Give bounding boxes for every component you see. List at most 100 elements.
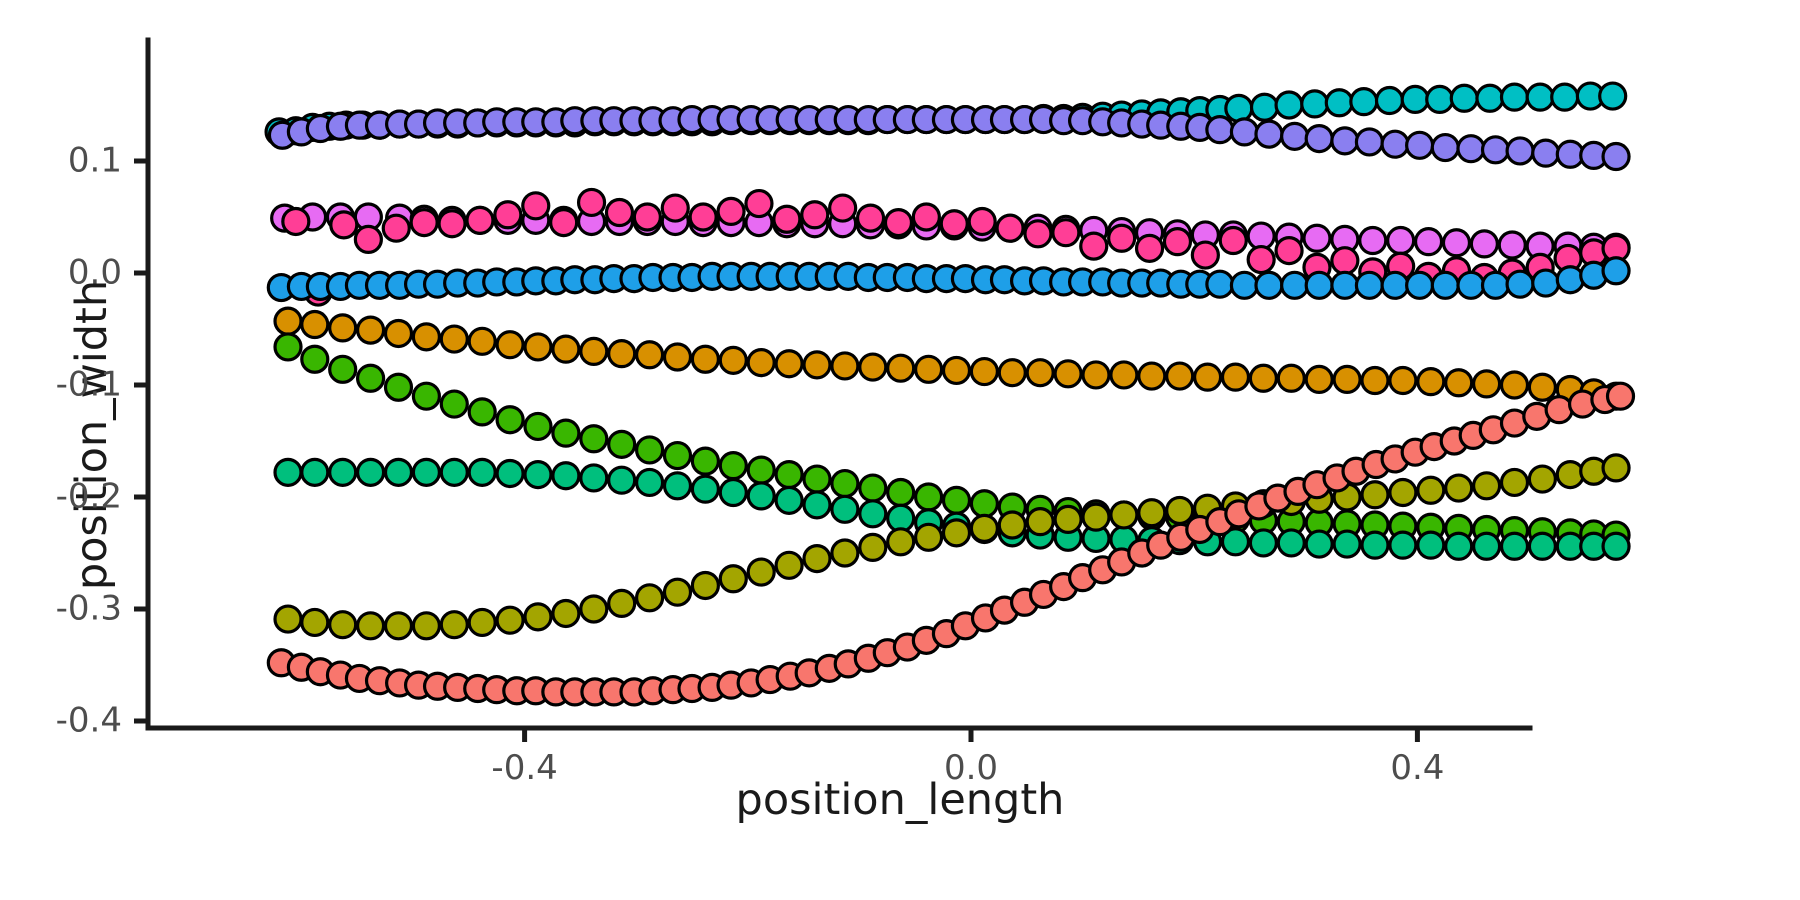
data-point bbox=[383, 372, 414, 402]
data-point bbox=[495, 605, 525, 635]
data-point bbox=[716, 196, 746, 226]
data-point bbox=[355, 315, 386, 345]
data-point bbox=[1469, 229, 1499, 259]
data-point bbox=[800, 200, 830, 230]
data-point bbox=[1109, 500, 1139, 530]
data-point bbox=[1388, 477, 1418, 508]
data-point bbox=[1416, 475, 1446, 505]
data-point bbox=[273, 332, 303, 362]
data-point bbox=[551, 418, 581, 448]
series-orange bbox=[273, 306, 1631, 411]
data-point bbox=[411, 611, 441, 641]
data-point bbox=[746, 481, 776, 511]
data-point bbox=[1525, 82, 1555, 112]
data-point bbox=[1601, 453, 1631, 483]
data-point bbox=[1380, 270, 1410, 300]
data-point bbox=[1165, 361, 1195, 391]
data-point bbox=[634, 435, 665, 465]
data-points-layer bbox=[264, 81, 1636, 707]
data-point bbox=[523, 460, 553, 490]
data-point bbox=[690, 344, 720, 374]
data-point bbox=[355, 611, 386, 641]
x-tick-label: 0.0 bbox=[944, 748, 998, 788]
data-point bbox=[802, 350, 832, 380]
data-point bbox=[355, 363, 386, 393]
data-point bbox=[300, 309, 330, 340]
data-point bbox=[1416, 367, 1446, 397]
data-point bbox=[523, 332, 553, 362]
data-point bbox=[409, 208, 439, 238]
data-point bbox=[1527, 531, 1557, 561]
data-point bbox=[281, 206, 311, 237]
data-point bbox=[1360, 530, 1390, 560]
data-point bbox=[579, 463, 609, 493]
data-point bbox=[273, 457, 303, 487]
data-point bbox=[746, 455, 776, 485]
data-point bbox=[1134, 233, 1165, 263]
data-point bbox=[1360, 365, 1390, 396]
data-point bbox=[1051, 218, 1081, 248]
data-point bbox=[1107, 223, 1137, 253]
data-point bbox=[1471, 531, 1502, 561]
data-point bbox=[604, 197, 635, 228]
data-point bbox=[969, 489, 999, 519]
data-point bbox=[744, 188, 774, 219]
series-olive bbox=[273, 453, 1631, 641]
data-point bbox=[774, 460, 804, 490]
data-point bbox=[1413, 227, 1444, 257]
data-point bbox=[467, 326, 497, 356]
data-point bbox=[718, 345, 748, 375]
data-point bbox=[1330, 126, 1360, 156]
data-point bbox=[690, 446, 720, 476]
data-point bbox=[1505, 269, 1535, 299]
data-point bbox=[1304, 124, 1334, 154]
data-point bbox=[913, 522, 944, 552]
data-point bbox=[855, 203, 886, 233]
data-point bbox=[995, 213, 1025, 243]
x-axis-title: position_length bbox=[735, 775, 1065, 825]
data-point bbox=[495, 405, 525, 435]
data-point bbox=[300, 607, 330, 638]
data-point bbox=[437, 209, 467, 239]
data-point bbox=[1023, 219, 1053, 249]
y-tick-label: -0.3 bbox=[56, 589, 122, 629]
data-point bbox=[1324, 88, 1354, 118]
data-point bbox=[439, 389, 469, 419]
data-point bbox=[329, 210, 359, 240]
data-point bbox=[439, 457, 469, 487]
data-point bbox=[886, 477, 916, 508]
data-point bbox=[607, 465, 637, 495]
data-point bbox=[1205, 115, 1235, 145]
y-tick-label: -0.4 bbox=[56, 701, 122, 741]
data-point bbox=[1388, 530, 1418, 560]
data-point bbox=[411, 381, 441, 411]
data-point bbox=[802, 490, 832, 520]
data-point bbox=[913, 354, 944, 384]
data-point bbox=[1360, 480, 1390, 510]
data-point bbox=[1416, 530, 1446, 560]
data-point bbox=[1248, 363, 1278, 393]
data-point bbox=[858, 532, 888, 563]
data-point bbox=[300, 344, 330, 374]
data-point bbox=[495, 458, 525, 489]
y-tick-label: 0.0 bbox=[68, 253, 122, 293]
data-point bbox=[1249, 92, 1280, 122]
data-point bbox=[941, 355, 972, 386]
data-point bbox=[718, 451, 748, 481]
data-point bbox=[660, 193, 690, 223]
data-point bbox=[802, 464, 832, 494]
data-point bbox=[1405, 130, 1435, 160]
data-point bbox=[939, 209, 969, 239]
data-point bbox=[300, 457, 330, 487]
data-point bbox=[969, 513, 999, 543]
data-point bbox=[1304, 270, 1334, 300]
data-point bbox=[551, 461, 581, 491]
data-point bbox=[1358, 225, 1388, 256]
data-point bbox=[632, 202, 662, 232]
data-point bbox=[383, 318, 414, 349]
data-point bbox=[1444, 368, 1474, 398]
data-point bbox=[830, 494, 860, 524]
data-point bbox=[1304, 364, 1334, 394]
y-tick-label: -0.1 bbox=[56, 365, 122, 405]
